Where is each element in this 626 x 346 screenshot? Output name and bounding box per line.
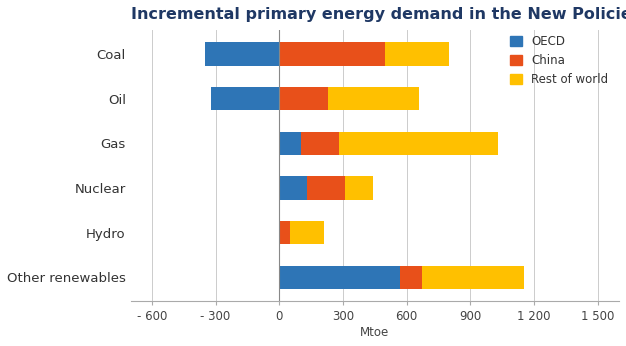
Bar: [279, 87, 328, 110]
Bar: [401, 266, 421, 289]
Bar: [279, 132, 300, 155]
Bar: [279, 42, 386, 66]
Bar: [421, 266, 523, 289]
Legend: OECD, China, Rest of world: OECD, China, Rest of world: [505, 30, 613, 91]
Bar: [307, 176, 345, 200]
Bar: [279, 221, 290, 244]
Bar: [339, 132, 498, 155]
Bar: [300, 132, 339, 155]
Bar: [212, 87, 279, 110]
Bar: [345, 176, 372, 200]
Bar: [205, 42, 279, 66]
X-axis label: Mtoe: Mtoe: [360, 326, 389, 339]
Bar: [279, 266, 401, 289]
Bar: [386, 42, 449, 66]
Bar: [279, 176, 307, 200]
Text: Incremental primary energy demand in the New Policies Scenario, 2008-2035: Incremental primary energy demand in the…: [131, 7, 626, 22]
Bar: [290, 221, 324, 244]
Bar: [328, 87, 419, 110]
